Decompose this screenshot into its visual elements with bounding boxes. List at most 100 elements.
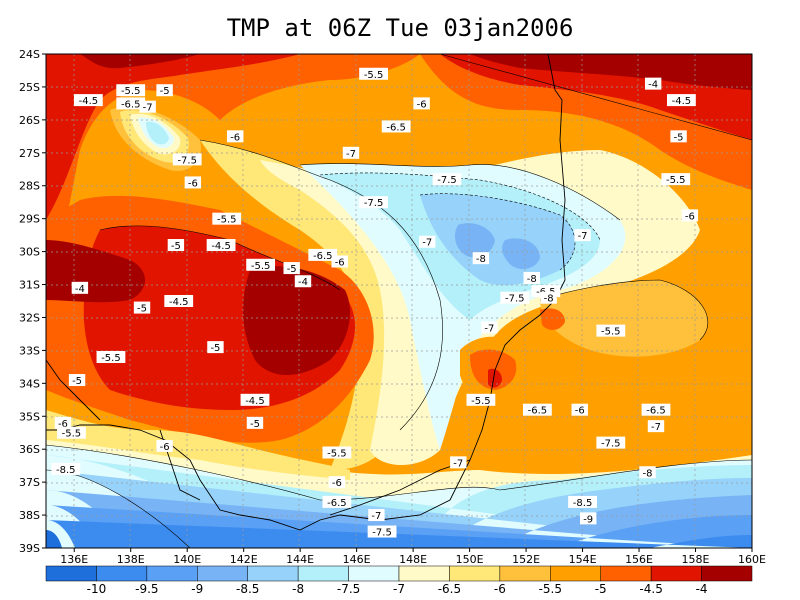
contour-label-text: -5 <box>287 264 297 275</box>
contour-label-bg <box>472 252 490 265</box>
contour-label-text: -6.5 <box>386 122 406 133</box>
contour-label-text: -8 <box>527 274 537 285</box>
contour-label-bg <box>641 403 671 416</box>
contour-label-bg <box>450 456 467 469</box>
contour-label-text: -5.5 <box>101 353 121 364</box>
contour-label: -6 <box>681 209 699 222</box>
contour-label-text: -7.5 <box>437 175 457 186</box>
contour-label: -5 <box>68 374 86 387</box>
contour-label-text: -7.5 <box>177 155 197 166</box>
lat-tick-label: 38S <box>19 509 40 522</box>
contour-label-bg <box>523 271 540 284</box>
colorbar: -10 -9.5 -9 -8.5 -8 -7.5 -7 -6.5 -6 -5.5 -5 -4.5 -4 <box>45 565 753 596</box>
contour-label-text: -7 <box>578 231 588 242</box>
contour-label-text: -4 <box>75 284 85 295</box>
colorbar-swatch <box>550 565 601 582</box>
lat-tick-label: 25S <box>19 81 40 94</box>
contour-label: -7 <box>139 100 156 114</box>
colorbar-label: -9.5 <box>135 582 158 596</box>
contour-label-bg <box>466 393 496 406</box>
contour-label-text: -5 <box>674 132 684 143</box>
contour-label-bg <box>68 374 86 387</box>
contour-label-bg <box>133 301 151 314</box>
contour-label-text: -5.5 <box>364 70 384 81</box>
contour-label: -7 <box>450 456 467 469</box>
lat-tick-label: 36S <box>19 443 40 456</box>
lon-tick-label: 140E <box>173 553 201 566</box>
contour-label-bg <box>206 239 236 252</box>
contour-label-text: -7 <box>346 149 356 160</box>
contour-label-text: -8.5 <box>573 498 593 509</box>
grid-lines <box>46 54 752 548</box>
contour-label-bg <box>57 426 86 439</box>
lon-tick-label: 144E <box>286 553 314 566</box>
contour-label: -5.5 <box>322 446 352 459</box>
contour-label: -6.5 <box>116 97 146 110</box>
colorbar-swatch <box>146 565 198 582</box>
lon-tick-label: 152E <box>512 553 540 566</box>
colorbar-label: -7.5 <box>337 582 360 596</box>
contour-label-bg <box>413 97 430 110</box>
contour-label-text: -4 <box>298 277 308 288</box>
lat-tick-label: 39S <box>19 542 40 555</box>
contour-label: -7 <box>419 235 436 249</box>
lon-tick-label: 142E <box>230 553 258 566</box>
colorbar-swatch <box>701 565 753 582</box>
contour-label: -4.5 <box>164 295 194 308</box>
contour-label-bg <box>54 416 72 429</box>
contour-label: -5.5 <box>466 393 496 407</box>
contour-label: -5 <box>670 130 687 143</box>
contour-label-text: -7 <box>143 103 153 114</box>
contour-label: -6 <box>571 403 588 417</box>
contour-label: -6 <box>156 439 173 453</box>
contour-label-bg <box>164 295 194 307</box>
contour-label: -7 <box>368 509 385 522</box>
contour-label-text: -6.5 <box>646 406 666 417</box>
contour-label: -5.5 <box>57 426 86 440</box>
contour-label-text: -6 <box>417 99 427 110</box>
lon-tick-label: 146E <box>343 553 371 566</box>
contour-label: -7.5 <box>359 196 388 209</box>
contour-fill-layer <box>46 54 752 548</box>
contour-label-bg <box>139 100 156 113</box>
contour-label-text: -7 <box>422 238 432 249</box>
contour-label-bg <box>240 393 270 406</box>
contour-label-bg <box>167 239 185 252</box>
plot-frame <box>45 53 753 549</box>
colorbar-swatch <box>650 565 702 582</box>
lat-tick-label: 29S <box>19 213 40 226</box>
contour-label-text: -7.5 <box>372 528 392 539</box>
lat-tick-label: 31S <box>19 279 40 292</box>
contour-label-bg <box>227 130 244 143</box>
contour-label-bg <box>172 153 202 166</box>
contour-label-bg <box>368 509 385 522</box>
contour-label-bg <box>419 235 436 248</box>
contour-label: -5 <box>167 239 185 252</box>
colorbar-label: -7 <box>393 582 405 596</box>
lat-tick-label: 24S <box>19 48 40 61</box>
contour-label: -7.5 <box>367 525 397 539</box>
contour-label-text: -4 <box>648 80 658 91</box>
contour-label-bg <box>359 67 388 80</box>
contour-label: -5.5 <box>116 84 146 97</box>
colorbar-label: -4 <box>696 582 708 596</box>
contour-label-bg <box>568 495 597 508</box>
contour-label: -6 <box>328 476 346 489</box>
lon-tick-label: 154E <box>569 553 597 566</box>
contour-label-text: -7 <box>453 458 463 469</box>
contour-label-bg <box>571 403 588 416</box>
contour-label-bg <box>644 77 662 90</box>
contour-label: -5.5 <box>596 324 626 338</box>
contour-label-text: -5 <box>171 241 181 252</box>
contour-label-bg <box>246 258 276 271</box>
contour-label-text: -7.5 <box>601 439 621 450</box>
lon-tick-label: 160E <box>738 553 766 566</box>
contour-label-bg <box>500 291 530 304</box>
contour-label: -5 <box>133 301 151 315</box>
colorbar-swatch <box>96 565 148 582</box>
contour-label: -7 <box>481 321 498 334</box>
contour-label-text: -6 <box>188 178 198 189</box>
contour-label-text: -7 <box>484 323 494 334</box>
contour-label-text: -4.5 <box>245 396 265 407</box>
colorbar-swatch <box>449 565 501 582</box>
